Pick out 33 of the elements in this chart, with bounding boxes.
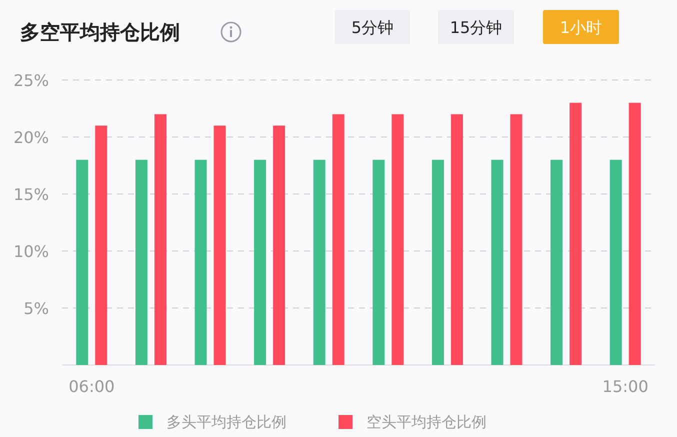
text: 5分钟 [351,18,394,37]
bar [76,160,88,365]
x-tick-label: 15:00 [602,377,648,396]
text: 15分钟 [450,18,502,37]
bar [432,160,444,365]
y-tick-label: 5% [24,299,49,318]
y-tick-label: 25% [13,71,49,90]
bar [570,102,582,365]
legend-label: 空头平均持仓比例 [366,413,486,431]
text: 1小时 [560,18,602,37]
bar [194,160,207,365]
bar [628,102,641,365]
y-tick-label: 10% [13,242,49,261]
bar [372,160,385,365]
bar [392,114,404,365]
chart-title: 多空平均持仓比例 [20,20,180,44]
bar [154,114,166,365]
bar [135,160,148,365]
legend-label: 多头平均持仓比例 [166,413,286,431]
bar [510,114,522,365]
bar [610,160,622,365]
x-tick-label: 06:00 [68,377,115,396]
bar [313,160,326,365]
y-tick-label: 15% [13,185,49,204]
bar [95,126,108,365]
y-tick-label: 20% [13,128,49,147]
bar [254,160,266,365]
bar [214,126,226,365]
bar [332,114,344,365]
bar [273,126,286,365]
bar [550,160,563,365]
bar [450,114,463,365]
bar [491,160,504,365]
